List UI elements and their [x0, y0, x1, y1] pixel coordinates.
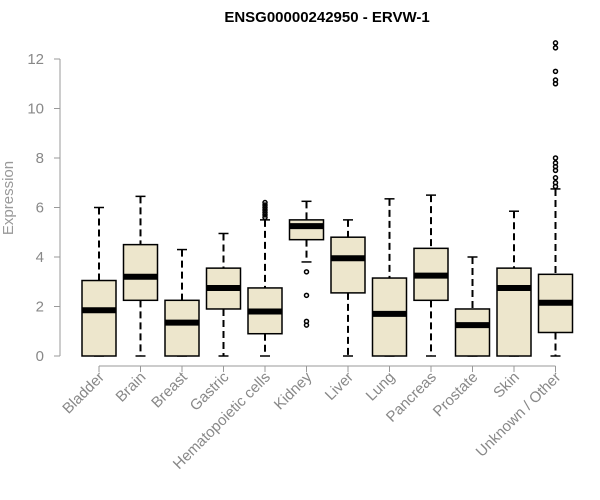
box-series	[81, 40, 574, 357]
box-iqr	[371, 277, 408, 357]
x-tick-label: Prostate	[430, 369, 482, 421]
outlier-point	[303, 292, 310, 299]
box-iqr	[164, 299, 200, 357]
outlier-point	[552, 68, 559, 75]
outlier-point	[303, 322, 310, 328]
y-axis-label: Expression	[0, 161, 17, 235]
x-tick-label: Brain	[113, 369, 150, 406]
box-iqr	[122, 243, 159, 302]
outlier-point	[262, 214, 268, 221]
outlier-point	[552, 40, 559, 46]
y-tick-label: 6	[36, 200, 44, 217]
box-iqr	[496, 267, 532, 357]
outlier-point	[552, 155, 559, 161]
y-tick-label: 8	[36, 150, 44, 167]
outlier-point	[262, 212, 268, 218]
outlier-point	[552, 77, 559, 83]
outlier-point	[262, 209, 268, 216]
y-axis: 0 2 4 6 8 10 12	[27, 51, 61, 365]
box-iqr	[330, 236, 366, 294]
x-tick-label: Skin	[490, 369, 523, 402]
box-hematopoietic-cells	[247, 199, 283, 357]
y-tick-label: 12	[27, 51, 44, 68]
x-tick-label: Breast	[148, 368, 191, 411]
y-tick-label: 0	[36, 348, 44, 365]
box-breast	[164, 248, 200, 357]
outlier-point	[303, 269, 310, 275]
y-tick-label: 4	[36, 249, 44, 266]
box-prostate	[454, 256, 491, 357]
outlier-point	[262, 199, 268, 206]
outlier-point	[552, 45, 559, 51]
x-tick-label: Lung	[363, 369, 399, 405]
box-iqr	[454, 308, 491, 357]
outlier-point	[552, 175, 559, 181]
box-pancreas	[413, 194, 449, 357]
outlier-point	[262, 207, 268, 213]
box-skin	[496, 210, 532, 357]
y-tick-label: 10	[27, 101, 44, 118]
x-tick-label: Bladder	[59, 369, 108, 418]
box-iqr	[81, 279, 117, 357]
outlier-point	[552, 180, 559, 186]
box-bladder	[81, 206, 117, 357]
box-gastric	[205, 232, 242, 357]
box-lung	[371, 198, 408, 357]
outlier-point	[552, 160, 559, 166]
outlier-point	[262, 204, 268, 211]
outlier-point	[262, 202, 268, 208]
box-kidney	[288, 200, 325, 328]
box-unknown-other	[537, 40, 574, 357]
y-tick-label: 2	[36, 299, 44, 316]
box-brain	[122, 195, 159, 357]
x-tick-label: Liver	[322, 369, 357, 404]
box-iqr	[288, 219, 325, 241]
x-tick-label: Kidney	[271, 368, 316, 413]
box-liver	[330, 219, 366, 357]
chart-title: ENSG00000242950 - ERVW-1	[224, 9, 429, 26]
